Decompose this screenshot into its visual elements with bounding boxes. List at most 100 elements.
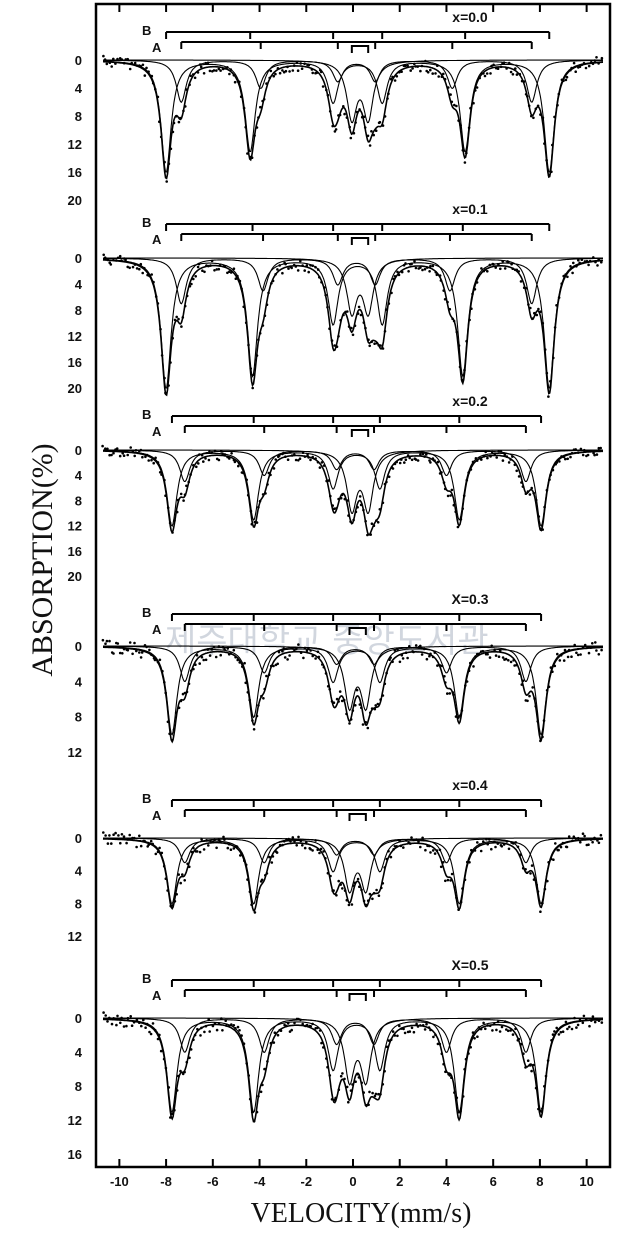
panel-2: 0 4 8 12 16 20 x=0.1 BA [68,201,604,398]
data-point [317,655,321,659]
data-point [364,720,368,724]
data-point [474,655,477,658]
data-point [115,447,119,450]
data-point [410,458,414,462]
data-point [242,471,245,475]
data-point [492,63,495,67]
data-point [299,1018,302,1022]
data-point [148,648,151,652]
data-point [548,478,551,481]
y-tick-label: 0 [75,53,82,68]
data-point [466,860,469,864]
data-point [392,848,395,851]
data-point [149,1032,153,1036]
data-point [537,1107,540,1111]
data-point [479,1027,483,1031]
data-point [291,647,294,650]
data-point [597,841,601,845]
data-point [243,859,246,862]
data-point [294,265,298,268]
data-point [451,317,454,321]
data-point [435,273,439,277]
data-point [370,130,373,133]
data-point [311,1022,314,1026]
data-point [112,451,115,455]
data-point [436,64,439,67]
data-point [278,264,282,267]
data-point [580,63,584,67]
data-point [193,1033,197,1037]
data-point [385,1045,389,1049]
data-point [352,518,355,522]
data-point [124,258,127,262]
data-point [174,711,178,715]
data-point [528,694,531,698]
data-point [431,849,435,852]
data-point [220,1017,223,1020]
data-point [122,647,126,651]
data-point [349,718,353,721]
data-point [173,1108,176,1112]
data-point [269,69,273,73]
data-point [597,62,600,65]
data-point [143,839,146,843]
data-point [120,259,123,262]
data-point [226,846,230,850]
data-point [482,1021,485,1025]
data-point [490,64,493,68]
data-point [442,1062,445,1066]
data-point [539,1109,542,1113]
data-point [401,657,405,660]
data-point [299,62,303,65]
data-point [410,1026,414,1030]
data-point [144,455,147,459]
data-point [484,268,487,271]
data-point [443,487,447,491]
data-point [169,361,172,364]
data-point [335,697,339,701]
data-point [369,533,373,536]
data-point [429,851,432,854]
data-point [484,1027,487,1031]
data-point [114,259,118,262]
data-point [449,494,452,497]
data-point [297,459,300,462]
data-point [514,841,518,844]
data-point [232,73,236,77]
data-point [509,1029,512,1032]
data-point [366,134,370,138]
data-point [283,656,287,659]
subspectrum-b [102,258,604,389]
data-point [530,486,533,490]
data-point [236,274,239,278]
data-point [250,522,254,526]
data-point [455,1096,459,1100]
data-point [475,86,479,89]
data-point [249,509,253,513]
data-point [316,848,320,852]
data-point [446,494,450,498]
data-point [322,665,326,669]
data-point [373,1094,377,1098]
data-point [188,284,192,288]
data-point [177,317,180,321]
data-point [246,878,249,881]
data-point [130,61,133,65]
data-point [261,324,265,327]
data-point [199,65,203,69]
data-point [374,704,378,707]
data-point [356,1072,359,1076]
data-point [190,850,194,854]
data-point [133,454,136,458]
data-point [293,1021,296,1025]
site-label-a: A [152,40,162,55]
data-point [436,664,439,667]
data-point [234,1027,237,1030]
data-point [164,1066,168,1070]
data-point [151,842,154,846]
data-point [553,1030,556,1033]
data-point [400,270,404,274]
data-point [271,279,275,283]
data-point [307,270,311,274]
data-point [258,332,262,335]
